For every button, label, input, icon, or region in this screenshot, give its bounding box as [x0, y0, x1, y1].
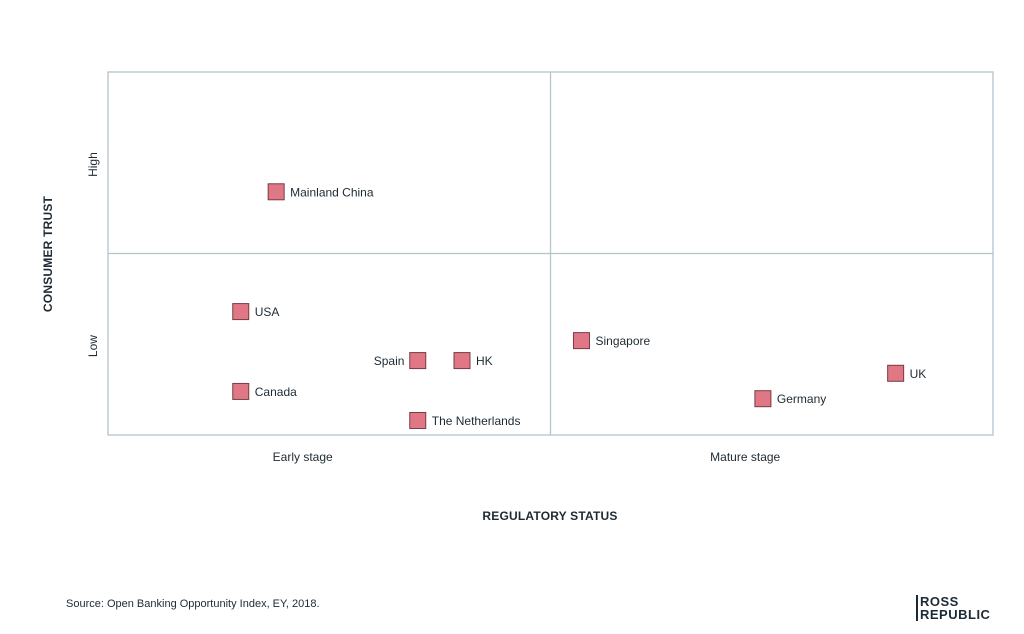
ross-republic-logo: ROSS REPUBLIC	[916, 593, 996, 623]
data-point	[572, 332, 590, 350]
data-point-label: HK	[476, 354, 493, 368]
x-axis-title: REGULATORY STATUS	[482, 509, 617, 523]
data-point	[232, 303, 250, 321]
data-point-label: Canada	[255, 385, 297, 399]
data-point	[232, 382, 250, 400]
data-point	[754, 390, 772, 408]
logo-bar	[916, 595, 918, 621]
data-point-label: Spain	[374, 354, 405, 368]
data-point-label: Mainland China	[290, 185, 374, 199]
data-point	[409, 352, 427, 370]
y-tick-label: High	[86, 152, 100, 177]
data-point	[409, 411, 427, 429]
data-point-label: Germany	[777, 392, 826, 406]
source-note: Source: Open Banking Opportunity Index, …	[66, 598, 320, 610]
y-tick-label: Low	[86, 335, 100, 357]
data-point	[453, 352, 471, 370]
data-point	[887, 364, 905, 382]
y-axis-title: CONSUMER TRUST	[41, 195, 55, 312]
logo-line-2: REPUBLIC	[920, 607, 991, 622]
data-point-label: USA	[255, 305, 280, 319]
data-point	[267, 183, 285, 201]
logo-line-1: ROSS	[920, 594, 959, 609]
data-point-label: Singapore	[595, 334, 650, 348]
data-point-label: The Netherlands	[432, 414, 521, 428]
data-point-label: UK	[910, 367, 927, 381]
x-tick-label: Mature stage	[710, 450, 780, 464]
x-tick-label: Early stage	[273, 450, 333, 464]
